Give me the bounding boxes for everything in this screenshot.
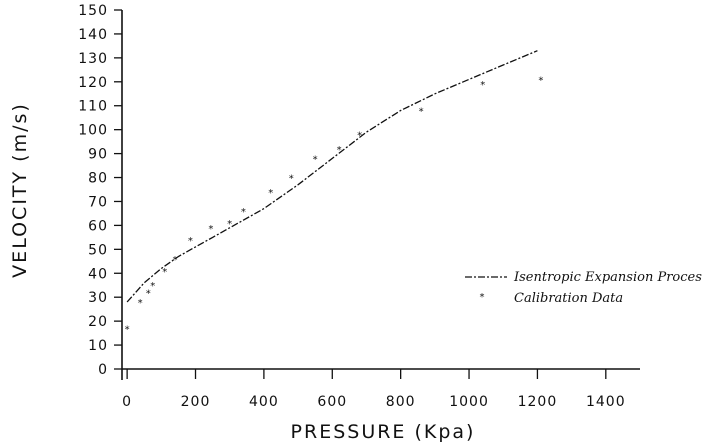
calibration-point: *	[288, 174, 294, 185]
x-axis-ticks: 0 200 400 600 800 1000 1200 1400	[122, 369, 625, 410]
y-tick-label: 60	[88, 218, 108, 234]
x-tick-label: 600	[317, 394, 347, 410]
calibration-point: *	[145, 288, 151, 299]
y-tick-label: 40	[88, 266, 108, 282]
series-layer: ******** ********* *	[124, 50, 544, 335]
legend: Isentropic Expansion Process * Calibrati…	[465, 270, 702, 306]
legend-line-label: Isentropic Expansion Process	[513, 270, 702, 285]
y-tick-label: 90	[88, 147, 108, 163]
y-tick-label: 140	[78, 27, 108, 43]
calibration-point: *	[187, 236, 193, 247]
y-tick-label: 70	[88, 194, 108, 210]
calibration-point: *	[312, 154, 318, 165]
x-tick-label: 400	[249, 394, 279, 410]
x-axis-title: PRESSURE (Kpa)	[291, 421, 476, 443]
y-axis-ticks: 0 10 20 30 40 50 60 70 80 90 100 110 120 130 140 150	[78, 3, 122, 378]
x-tick-label: 1400	[586, 394, 626, 410]
calibration-point: *	[162, 267, 168, 278]
y-tick-label: 30	[88, 290, 108, 306]
y-tick-label: 130	[78, 51, 108, 67]
y-tick-label: 10	[88, 338, 108, 354]
calibration-point: *	[357, 130, 363, 141]
legend-marker-label: Calibration Data	[514, 291, 623, 306]
y-tick-label: 80	[88, 171, 108, 187]
x-tick-label: 1000	[449, 394, 489, 410]
y-tick-label: 150	[78, 3, 108, 19]
calibration-point: *	[150, 281, 156, 292]
legend-marker-swatch: *	[479, 292, 485, 303]
calibration-point: *	[240, 207, 246, 218]
y-tick-label: 120	[78, 75, 108, 91]
y-tick-label: 50	[88, 242, 108, 258]
calibration-point: *	[418, 107, 424, 118]
calibration-point: *	[208, 224, 214, 235]
y-tick-label: 110	[78, 99, 108, 115]
y-tick-label: 100	[78, 123, 108, 139]
calibration-point: *	[172, 255, 178, 266]
y-tick-label: 0	[98, 362, 108, 378]
x-tick-label: 800	[386, 394, 416, 410]
calibration-point: *	[480, 80, 486, 91]
x-tick-label: 0	[122, 394, 132, 410]
y-axis-title: VELOCITY (m/s)	[9, 102, 31, 278]
calibration-point: *	[538, 75, 544, 86]
calibration-point: *	[137, 298, 143, 309]
x-tick-label: 1200	[518, 394, 558, 410]
isentropic-curve	[126, 50, 538, 303]
calibration-point: *	[268, 188, 274, 199]
x-tick-label: 200	[181, 394, 211, 410]
calibration-point: *	[124, 324, 130, 335]
y-tick-label: 20	[88, 314, 108, 330]
calibration-point: *	[227, 219, 233, 230]
plot-area: 0 10 20 30 40 50 60 70 80 90 100 110 120 130 140 150 0 2…	[78, 3, 640, 410]
calibration-point: *	[336, 145, 342, 156]
